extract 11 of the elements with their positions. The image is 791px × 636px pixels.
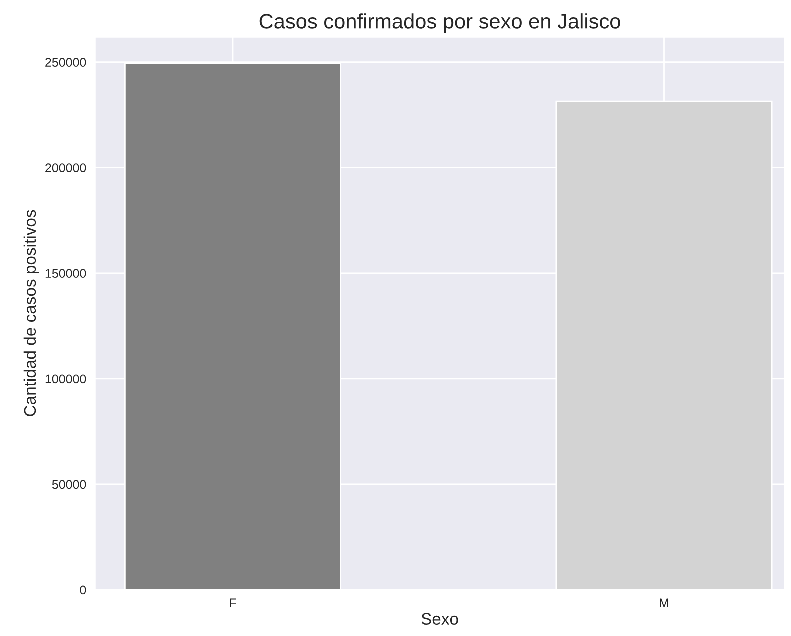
x-tick-label: M xyxy=(660,598,668,608)
chart-title: Casos confirmados por sexo en Jalisco xyxy=(260,14,620,33)
y-tick-label: 200000 xyxy=(46,164,86,173)
y-tick-label: 0 xyxy=(80,586,86,595)
x-axis-title: Sexo xyxy=(422,613,458,626)
x-tick-label: F xyxy=(230,598,236,608)
y-tick-label: 100000 xyxy=(46,374,86,384)
y-axis-title: Cantidad de casos positivos xyxy=(24,210,40,416)
y-tick-label: 250000 xyxy=(46,58,86,67)
y-tick-label: 50000 xyxy=(52,480,86,490)
y-tick-label: 150000 xyxy=(46,269,86,278)
